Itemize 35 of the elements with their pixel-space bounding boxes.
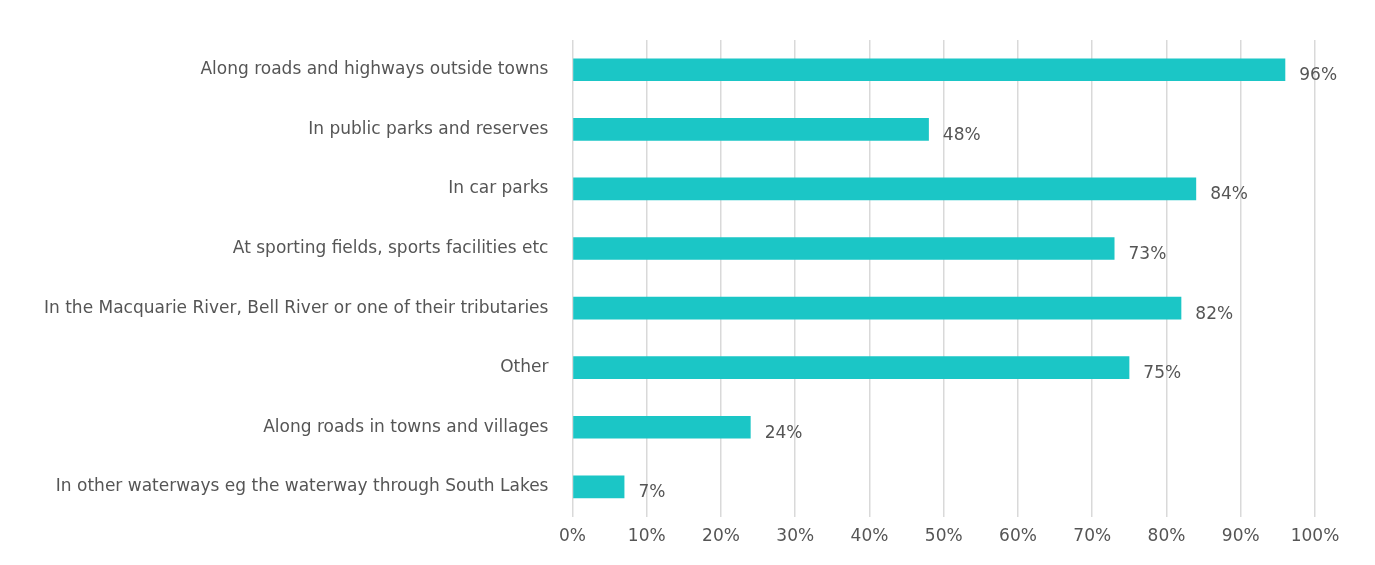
y-tick-label: In car parks [448, 177, 549, 198]
y-tick-label: In public parks and reserves [308, 117, 549, 138]
data-label: 84% [1210, 183, 1248, 204]
data-label: 73% [1128, 242, 1167, 263]
y-tick-label: Along roads and highways outside towns [200, 58, 549, 79]
x-tick-label: 90% [1221, 525, 1260, 546]
y-tick-label: At sporting fields, sports facilities etc [232, 236, 549, 257]
x-tick-label: 50% [924, 525, 963, 546]
x-tick-label: 10% [627, 525, 666, 546]
x-tick-label: 80% [1147, 525, 1186, 546]
x-tick-label: 60% [999, 525, 1037, 546]
bar [573, 177, 1197, 201]
x-tick-label: 100% [1290, 525, 1340, 546]
y-tick-label: In other waterways eg the waterway through South Lakes [55, 475, 549, 496]
bar [573, 296, 1182, 320]
bar [573, 475, 625, 499]
x-tick-label: 0% [558, 525, 586, 546]
data-label: 7% [638, 481, 666, 502]
bar [573, 58, 1286, 82]
x-tick-label: 30% [776, 525, 815, 546]
bar [573, 415, 751, 439]
x-tick-label: 40% [850, 525, 889, 546]
data-label: 24% [764, 421, 803, 442]
data-label: 48% [942, 123, 981, 144]
x-tick-label: 20% [702, 525, 740, 546]
data-label: 75% [1143, 362, 1182, 383]
y-tick-label: In the Macquarie River, Bell River or one of their tributaries [43, 296, 549, 317]
y-tick-label: Other [500, 356, 549, 377]
data-label: 96% [1299, 64, 1338, 85]
x-tick-label: 70% [1073, 525, 1112, 546]
data-label: 82% [1195, 302, 1234, 323]
y-tick-label: Along roads in towns and villages [263, 415, 549, 436]
bar [573, 237, 1115, 260]
bar [573, 118, 929, 141]
bar [573, 356, 1130, 379]
